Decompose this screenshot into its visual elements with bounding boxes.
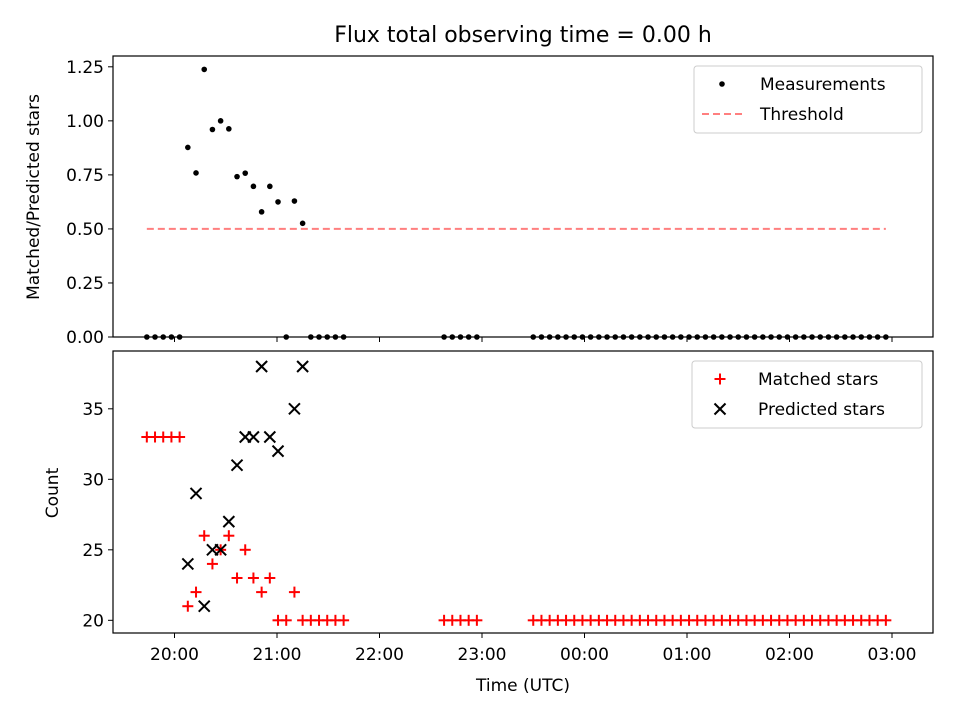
matched-stars-legend-label: Matched stars: [758, 370, 878, 390]
predicted-stars-point-b: [222, 515, 236, 528]
predicted-stars-point: [288, 402, 301, 416]
x-tick-label: 00:00: [560, 645, 609, 665]
predicted-stars-point-b: [247, 430, 260, 444]
x-tick-label: 21:00: [253, 645, 302, 665]
measurements-point: [250, 183, 257, 190]
predicted-stars-point-b: [271, 444, 285, 458]
top-plot: 0.00 0.25 0.50 0.75 1.00 1.25 Measurements Thre…: [66, 55, 934, 348]
predicted-stars-point: [255, 360, 268, 373]
top-y-tick-label: 0.25: [66, 274, 104, 294]
matched-stars-point: [280, 614, 292, 626]
top-legend-box: [693, 65, 923, 134]
matched-stars-point: [206, 558, 218, 570]
top-y-tick-label: 1.25: [66, 58, 104, 78]
measurements-point: [299, 220, 306, 227]
measurements-legend-label: Measurements: [760, 75, 886, 95]
top-y-axis-label: Matched/Predicted stars: [24, 94, 44, 300]
x-tick-label: 01:00: [663, 645, 712, 665]
predicted-stars-point: [230, 459, 244, 472]
matched-stars-point: [239, 544, 251, 556]
top-y-tick-label: 0.50: [66, 220, 104, 240]
matched-stars-point: [182, 600, 194, 612]
predicted-stars-point-b: [198, 600, 211, 613]
bottom-plot: 20 25 30 35 20:00 21:00 22:00 23:00 00:00 01:00 02…: [82, 350, 934, 665]
matched-stars-point: [190, 586, 202, 598]
measurements-point: [291, 198, 298, 204]
bottom-legend-box: [691, 360, 923, 429]
measurements-point: [275, 199, 281, 205]
matched-stars-point: [231, 572, 243, 584]
top-plot-frame: [112, 55, 934, 338]
predicted-stars-point-b: [288, 402, 301, 416]
predicted-stars-point: [198, 600, 211, 613]
matched-stars-point: [247, 572, 259, 584]
bottom-y-tick-label: 30: [82, 470, 104, 490]
top-y-tick-label: 0.75: [66, 166, 104, 186]
bottom-y-axis-label: Count: [43, 467, 63, 518]
measurements-point: [201, 66, 208, 73]
top-legend: Measurements Threshold: [693, 65, 923, 134]
matched-stars-point: [256, 586, 268, 598]
bottom-y-tick-label: 25: [82, 541, 104, 561]
threshold-legend-label: Threshold: [759, 105, 844, 125]
predicted-stars-point-b: [255, 360, 268, 373]
top-y-tick-label: 1.00: [66, 112, 104, 132]
matched-stars-legend-swatch: [714, 373, 726, 385]
matched-stars-point: [198, 530, 210, 542]
measurements-legend-swatch: [719, 81, 725, 87]
measurements-point: [226, 126, 232, 132]
chart-title: Flux total observing time = 0.00 h: [334, 23, 712, 48]
x-axis-label: Time (UTC): [475, 676, 570, 696]
predicted-stars-point: [263, 430, 277, 444]
matched-stars-point: [264, 572, 276, 584]
bottom-legend: Matched stars Predicted stars: [691, 360, 923, 429]
predicted-stars-point: [181, 557, 195, 571]
predicted-stars-point: [247, 430, 260, 444]
x-tick-label: 02:00: [765, 645, 814, 665]
x-tick-label: 23:00: [458, 645, 507, 665]
predicted-stars-point: [271, 444, 285, 458]
predicted-stars-point-b: [263, 430, 277, 444]
predicted-stars-point-b: [296, 360, 309, 373]
predicted-stars-point-b: [214, 543, 227, 557]
matched-stars-point: [880, 614, 892, 626]
measurements-point: [258, 209, 265, 215]
predicted-stars-point-b: [181, 557, 195, 571]
measurements-point: [242, 170, 249, 176]
bottom-y-tick-label: 20: [82, 611, 104, 631]
predicted-stars-point-b: [189, 487, 203, 500]
top-y-tick-label: 0.00: [66, 328, 104, 348]
measurements-point: [217, 118, 224, 124]
matched-stars-point: [174, 431, 186, 443]
measurements-point: [193, 170, 199, 176]
x-tick-label: 03:00: [868, 645, 917, 665]
predicted-stars-point: [222, 515, 236, 528]
measurements-point: [234, 173, 240, 180]
predicted-stars-legend-label: Predicted stars: [758, 400, 885, 420]
x-tick-label: 22:00: [355, 645, 404, 665]
matched-stars-point: [288, 586, 300, 598]
x-tick-label: 20:00: [150, 645, 199, 665]
measurements-point: [267, 183, 273, 190]
matched-stars-point: [223, 530, 235, 542]
measurements-point: [209, 126, 216, 133]
predicted-stars-point-b: [230, 459, 244, 472]
predicted-stars-point: [189, 487, 203, 500]
bottom-plot-frame: [112, 350, 934, 634]
matched-stars-point: [338, 614, 350, 626]
measurements-point: [185, 144, 191, 151]
predicted-stars-point: [214, 543, 227, 557]
predicted-stars-point: [296, 360, 309, 373]
predicted-stars-legend-swatch-b: [713, 402, 727, 416]
matched-stars-point: [471, 614, 483, 626]
predicted-stars-legend-swatch: [713, 402, 727, 416]
bottom-y-tick-label: 35: [82, 400, 104, 420]
